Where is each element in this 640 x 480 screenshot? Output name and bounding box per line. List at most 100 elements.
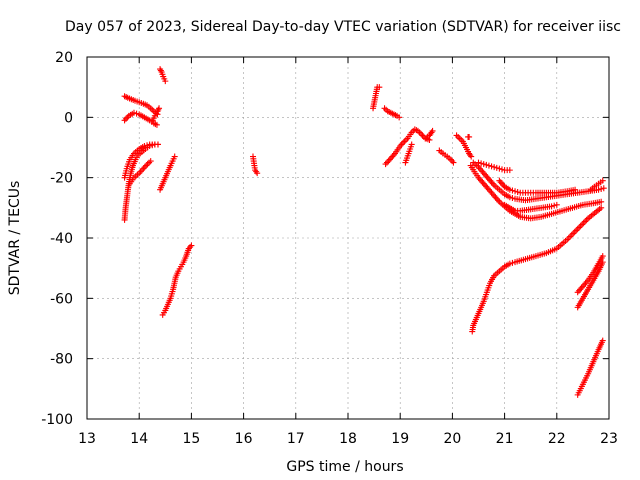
x-axis-label: GPS time / hours [286, 459, 403, 475]
data-point [408, 141, 415, 148]
data-point [599, 253, 606, 260]
data-point [144, 142, 151, 149]
data-point [138, 167, 145, 174]
data-point [600, 185, 607, 192]
data-point [480, 161, 487, 168]
data-point [599, 259, 606, 266]
data-point [498, 166, 505, 173]
data-point [450, 159, 457, 166]
data-point [570, 230, 577, 237]
data-point [579, 221, 586, 228]
y-tick-label: -100 [41, 412, 73, 428]
data-point [396, 114, 403, 121]
y-tick-label: 0 [64, 110, 73, 126]
data-point [429, 127, 436, 134]
data-point [595, 186, 602, 193]
x-tick-label: 22 [548, 431, 566, 447]
data-point [130, 109, 137, 116]
data-point [398, 141, 405, 148]
y-tick-label: -40 [50, 231, 73, 247]
y-tick-label: -20 [50, 171, 73, 187]
data-point [509, 187, 516, 194]
data-point [133, 110, 140, 117]
data-point [483, 161, 490, 168]
axes: 13 14 15 16 17 18 19 20 21 22 23 20 0 -20 -40 -60 -80 -10… [41, 50, 618, 447]
data-point [577, 222, 584, 229]
data-point [599, 177, 606, 184]
data-series [121, 66, 607, 398]
data-point [551, 202, 558, 209]
data-point [488, 163, 495, 170]
chart-title: Day 057 of 2023, Sidereal Day-to-day VTE… [65, 19, 621, 35]
data-point [383, 159, 390, 166]
data-point [583, 216, 590, 223]
data-point [156, 105, 163, 112]
data-point [576, 224, 583, 231]
y-tick-label: 20 [55, 50, 73, 66]
x-tick-label: 21 [496, 431, 514, 447]
data-point [506, 167, 513, 174]
data-point [514, 188, 521, 195]
data-point [143, 162, 150, 169]
data-point [449, 158, 456, 165]
data-point [147, 158, 154, 165]
data-point [485, 162, 492, 169]
x-tick-label: 15 [182, 431, 200, 447]
x-tick-label: 23 [600, 431, 618, 447]
data-point [253, 168, 260, 175]
data-point [478, 160, 485, 167]
data-point [571, 228, 578, 235]
x-tick-label: 14 [130, 431, 148, 447]
data-point [580, 219, 587, 226]
data-point [598, 204, 605, 211]
data-point [153, 121, 160, 128]
y-tick-label: -60 [50, 291, 73, 307]
x-tick-label: 16 [235, 431, 253, 447]
x-tick-label: 13 [78, 431, 96, 447]
data-point [599, 337, 606, 344]
data-point [385, 158, 392, 165]
data-point [574, 225, 581, 232]
data-point [506, 194, 513, 201]
data-point [162, 78, 169, 85]
data-point [598, 198, 605, 205]
data-point [475, 159, 482, 166]
x-tick-label: 18 [339, 431, 357, 447]
data-point [137, 168, 144, 175]
data-point [171, 153, 178, 160]
data-point [512, 188, 519, 195]
data-point [548, 203, 555, 210]
data-point [154, 141, 161, 148]
data-point [572, 186, 579, 193]
data-point [565, 235, 572, 241]
data-point [493, 164, 500, 171]
y-tick-label: -80 [50, 352, 73, 368]
data-point [573, 227, 580, 234]
data-point [419, 132, 426, 139]
data-point [468, 153, 475, 160]
data-point [509, 195, 516, 202]
data-point [382, 161, 389, 168]
data-point [582, 218, 589, 225]
grid-lines [87, 57, 609, 419]
x-tick-label: 17 [287, 431, 305, 447]
data-point [399, 139, 406, 146]
data-point [426, 136, 433, 143]
data-point [567, 233, 574, 240]
data-point [376, 84, 383, 91]
y-axis-label: SDTVAR / TECUs [7, 181, 23, 296]
data-point [141, 164, 148, 171]
data-point [509, 259, 516, 266]
data-point [122, 115, 129, 122]
x-tick-label: 20 [443, 431, 461, 447]
data-point [568, 231, 575, 238]
data-point [496, 165, 503, 172]
data-point [598, 185, 605, 192]
data-point [491, 164, 498, 171]
data-point [506, 186, 513, 193]
data-point [254, 170, 261, 177]
data-point [506, 260, 513, 267]
data-point [466, 133, 473, 140]
data-point [188, 242, 195, 249]
